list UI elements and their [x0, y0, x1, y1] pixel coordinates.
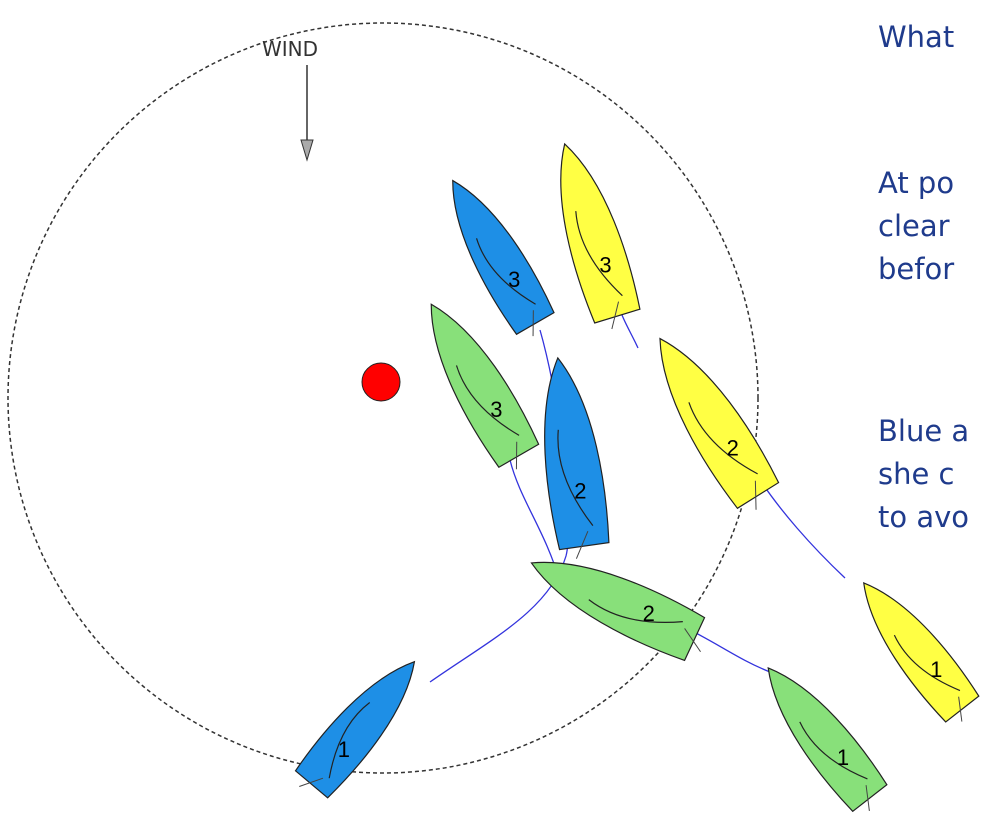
boat-sail [588, 599, 683, 624]
boat-blue-2: 2 [544, 356, 610, 559]
boat-number-label: 3 [599, 252, 611, 277]
boat-hull [530, 561, 706, 662]
boat-tiller [754, 480, 757, 510]
boat-sail [893, 634, 961, 692]
boat-hull [430, 303, 540, 469]
boat-hull [863, 582, 980, 723]
boat-green-3: 3 [430, 303, 540, 470]
boat-tiller [532, 310, 534, 337]
boat-blue-3: 3 [452, 179, 555, 337]
boat-blue-1: 1 [294, 660, 416, 799]
boat-number-label: 1 [837, 745, 849, 770]
boat-tiller [515, 441, 518, 470]
boat-number-label: 1 [338, 737, 350, 762]
text-line-7: to avo [878, 500, 970, 534]
boat-yellow-2: 2 [659, 337, 780, 510]
boat-hull [560, 142, 641, 324]
boat-tiller [611, 301, 620, 330]
boat-hull [452, 179, 555, 336]
zone-circle [7, 22, 759, 774]
boat-hull [294, 660, 416, 799]
boat-number-label: 2 [643, 601, 655, 626]
boat-sail [328, 702, 371, 779]
boat-sail [455, 365, 520, 436]
boat-green-1: 1 [767, 667, 888, 813]
boat-sail [575, 211, 623, 297]
boat-hull [544, 356, 610, 551]
text-panel: What At po clear befor Blue a she c to a… [878, 0, 982, 813]
yellow-track [759, 479, 846, 579]
boat-hull [659, 337, 780, 510]
text-line-6: she c [878, 457, 955, 491]
boat-sail [557, 429, 594, 527]
yellow-track-2 [621, 314, 639, 349]
boat-number-label: 2 [574, 479, 586, 504]
text-line-3: clear [878, 209, 950, 243]
boat-tiller [958, 696, 963, 722]
boat-tiller [865, 785, 870, 811]
mark [361, 362, 401, 402]
boat-number-label: 3 [490, 397, 502, 422]
wind-arrow-icon [300, 65, 314, 162]
green-track-2 [689, 629, 771, 673]
text-line-2: At po [878, 166, 955, 200]
text-line-1: What [878, 20, 955, 54]
boat-hull [767, 667, 888, 813]
boat-number-label: 1 [930, 657, 942, 682]
text-line-4: befor [878, 252, 955, 286]
boat-sail [688, 402, 758, 475]
boat-tiller [684, 628, 701, 653]
boat-tiller [299, 777, 324, 787]
boat-green-2: 2 [530, 561, 706, 662]
boat-sail [799, 721, 868, 780]
boat-yellow-1: 1 [863, 582, 980, 723]
boat-tiller [575, 530, 589, 559]
text-line-5: Blue a [878, 414, 970, 448]
boat-yellow-3: 3 [560, 142, 641, 330]
boat-number-label: 3 [508, 267, 520, 292]
wind-label: WIND [262, 37, 318, 61]
boat-number-label: 2 [727, 435, 739, 460]
boats-layer: 1 2 3 1 2 3 1 2 3 [294, 142, 980, 813]
boat-sail [475, 238, 536, 305]
